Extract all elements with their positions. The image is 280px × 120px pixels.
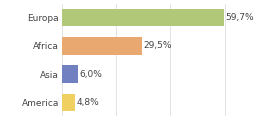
Text: 59,7%: 59,7% [225,13,254,22]
Text: 6,0%: 6,0% [80,70,102,79]
Bar [62,94,75,111]
Bar [62,37,142,55]
Text: 29,5%: 29,5% [143,41,172,50]
Bar [62,65,78,83]
Text: 4,8%: 4,8% [76,98,99,107]
Bar [62,9,224,26]
